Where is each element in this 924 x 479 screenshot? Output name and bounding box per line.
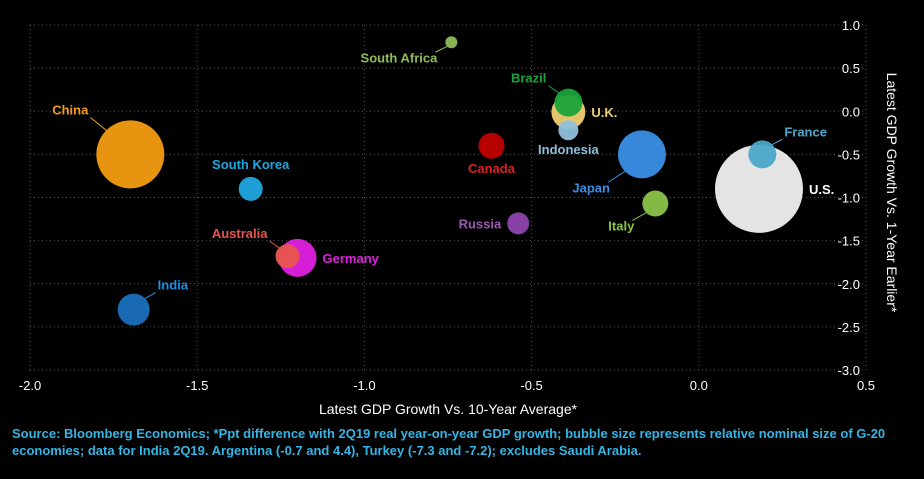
leader-line-india [144, 292, 156, 299]
bubble-label-canada: Canada [468, 161, 516, 176]
y-tick-label: -3.0 [838, 363, 860, 378]
y-tick-label: -2.0 [838, 277, 860, 292]
bubble-australia [275, 244, 300, 269]
leader-line-australia [269, 240, 280, 249]
x-axis-ticks: -2.0 -1.5 -1.0 -0.5 0.0 0.5 [19, 378, 875, 393]
bubble-italy [642, 190, 669, 217]
bubble-indonesia [558, 120, 579, 141]
source-note: Source: Bloomberg Economics; *Ppt differ… [12, 426, 886, 458]
bubble-label-u-s: U.S. [809, 182, 834, 197]
bubble-u-s [714, 144, 803, 233]
y-tick-label: 0.5 [842, 61, 860, 76]
x-tick-label: -1.5 [186, 378, 208, 393]
x-tick-label: -2.0 [19, 378, 41, 393]
bubble-canada [478, 132, 505, 159]
bubble-label-russia: Russia [459, 216, 502, 231]
bubble-label-italy: Italy [608, 219, 635, 234]
leader-line-japan [607, 170, 626, 183]
bubble-label-india: India [158, 278, 189, 293]
bubble-japan [617, 130, 666, 179]
x-tick-label: -0.5 [520, 378, 542, 393]
bubble-label-u-k: U.K. [591, 105, 617, 120]
x-tick-label: 0.0 [690, 378, 708, 393]
y-axis-label: Latest GDP Growth Vs. 1-Year Earlier* [884, 73, 900, 313]
y-tick-label: -1.0 [838, 191, 860, 206]
bubble-label-china: China [52, 102, 89, 117]
y-tick-label: -2.5 [838, 320, 860, 335]
bubble-label-indonesia: Indonesia [538, 142, 599, 157]
bubble-label-japan: Japan [572, 180, 610, 195]
bubble-south-africa [445, 36, 458, 49]
bubble-label-france: France [784, 124, 827, 139]
bubble-south-korea [238, 176, 263, 201]
leader-line-italy [632, 212, 647, 221]
y-tick-label: 1.0 [842, 18, 860, 33]
bubble-label-south-korea: South Korea [212, 157, 290, 172]
x-tick-label: 0.5 [857, 378, 875, 393]
bubble-france [748, 140, 777, 169]
bubble-china [96, 120, 165, 189]
leader-line-brazil [548, 85, 559, 94]
leader-line-south-africa [435, 46, 448, 53]
bubble-label-south-africa: South Africa [361, 50, 439, 65]
y-axis-ticks: 1.0 0.5 0.0 -0.5 -1.0 -1.5 -2.0 -2.5 -3.0 [838, 18, 860, 378]
bubble-brazil [554, 88, 583, 117]
x-tick-label: -1.0 [353, 378, 375, 393]
bubble-russia [507, 212, 530, 235]
bubbles: China South Korea India Australia Germany Sou… [52, 36, 834, 326]
bubble-india [117, 293, 150, 326]
bubble-label-australia: Australia [212, 226, 268, 241]
leader-line-france [771, 138, 783, 146]
bubble-label-germany: Germany [323, 251, 380, 266]
x-axis-label: Latest GDP Growth Vs. 10-Year Average* [319, 401, 578, 417]
y-tick-label: -0.5 [838, 147, 860, 162]
y-tick-label: -1.5 [838, 234, 860, 249]
bubble-label-brazil: Brazil [511, 71, 546, 86]
y-tick-label: 0.0 [842, 104, 860, 119]
bubble-chart: China South Korea India Australia Germany Sou… [19, 18, 900, 417]
leader-line-china [90, 116, 107, 131]
